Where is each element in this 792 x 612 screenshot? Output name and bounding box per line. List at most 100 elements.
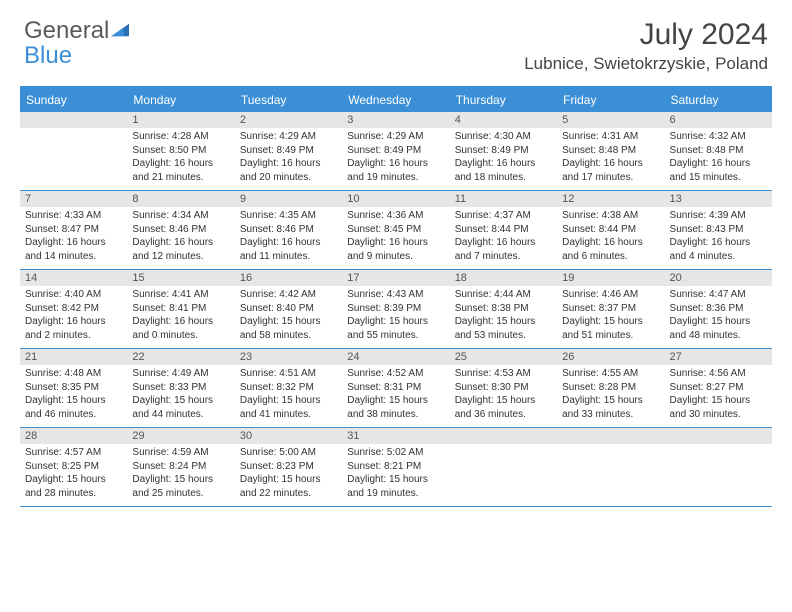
- day-cell: 15Sunrise: 4:41 AMSunset: 8:41 PMDayligh…: [127, 270, 234, 348]
- daylight-text: Daylight: 15 hours and 48 minutes.: [670, 315, 767, 342]
- daylight-text: Daylight: 16 hours and 2 minutes.: [25, 315, 122, 342]
- day-content: Sunrise: 5:02 AMSunset: 8:21 PMDaylight:…: [342, 444, 449, 504]
- sunset-text: Sunset: 8:49 PM: [240, 144, 337, 158]
- sunrise-text: Sunrise: 4:33 AM: [25, 209, 122, 223]
- dow-thursday: Thursday: [450, 88, 557, 112]
- sunset-text: Sunset: 8:30 PM: [455, 381, 552, 395]
- sunrise-text: Sunrise: 4:36 AM: [347, 209, 444, 223]
- daylight-text: Daylight: 15 hours and 28 minutes.: [25, 473, 122, 500]
- sunset-text: Sunset: 8:46 PM: [132, 223, 229, 237]
- day-content: Sunrise: 4:43 AMSunset: 8:39 PMDaylight:…: [342, 286, 449, 346]
- day-content: Sunrise: 4:33 AMSunset: 8:47 PMDaylight:…: [20, 207, 127, 267]
- day-number: 17: [342, 270, 449, 286]
- daylight-text: Daylight: 16 hours and 20 minutes.: [240, 157, 337, 184]
- day-cell: 27Sunrise: 4:56 AMSunset: 8:27 PMDayligh…: [665, 349, 772, 427]
- sunset-text: Sunset: 8:45 PM: [347, 223, 444, 237]
- sunset-text: Sunset: 8:43 PM: [670, 223, 767, 237]
- sunrise-text: Sunrise: 4:29 AM: [347, 130, 444, 144]
- day-cell: 29Sunrise: 4:59 AMSunset: 8:24 PMDayligh…: [127, 428, 234, 506]
- day-cell: 10Sunrise: 4:36 AMSunset: 8:45 PMDayligh…: [342, 191, 449, 269]
- day-number: 28: [20, 428, 127, 444]
- daylight-text: Daylight: 15 hours and 41 minutes.: [240, 394, 337, 421]
- sunrise-text: Sunrise: 4:35 AM: [240, 209, 337, 223]
- day-number: 30: [235, 428, 342, 444]
- day-cell: 5Sunrise: 4:31 AMSunset: 8:48 PMDaylight…: [557, 112, 664, 190]
- day-content: Sunrise: 4:37 AMSunset: 8:44 PMDaylight:…: [450, 207, 557, 267]
- daylight-text: Daylight: 16 hours and 6 minutes.: [562, 236, 659, 263]
- day-number: 23: [235, 349, 342, 365]
- day-number: 8: [127, 191, 234, 207]
- day-cell: 2Sunrise: 4:29 AMSunset: 8:49 PMDaylight…: [235, 112, 342, 190]
- day-number: [20, 112, 127, 128]
- day-content: Sunrise: 4:51 AMSunset: 8:32 PMDaylight:…: [235, 365, 342, 425]
- sunrise-text: Sunrise: 4:30 AM: [455, 130, 552, 144]
- day-content: Sunrise: 4:39 AMSunset: 8:43 PMDaylight:…: [665, 207, 772, 267]
- sunrise-text: Sunrise: 5:00 AM: [240, 446, 337, 460]
- week-row: 28Sunrise: 4:57 AMSunset: 8:25 PMDayligh…: [20, 428, 772, 507]
- day-content: Sunrise: 4:35 AMSunset: 8:46 PMDaylight:…: [235, 207, 342, 267]
- day-number: 22: [127, 349, 234, 365]
- day-number: 31: [342, 428, 449, 444]
- sunrise-text: Sunrise: 4:48 AM: [25, 367, 122, 381]
- day-number: 26: [557, 349, 664, 365]
- day-number: 19: [557, 270, 664, 286]
- daylight-text: Daylight: 16 hours and 14 minutes.: [25, 236, 122, 263]
- sunrise-text: Sunrise: 4:55 AM: [562, 367, 659, 381]
- day-number: 4: [450, 112, 557, 128]
- day-cell: 19Sunrise: 4:46 AMSunset: 8:37 PMDayligh…: [557, 270, 664, 348]
- sunrise-text: Sunrise: 4:49 AM: [132, 367, 229, 381]
- sunrise-text: Sunrise: 5:02 AM: [347, 446, 444, 460]
- sunrise-text: Sunrise: 4:56 AM: [670, 367, 767, 381]
- sunrise-text: Sunrise: 4:44 AM: [455, 288, 552, 302]
- week-row: 21Sunrise: 4:48 AMSunset: 8:35 PMDayligh…: [20, 349, 772, 428]
- day-content: Sunrise: 4:52 AMSunset: 8:31 PMDaylight:…: [342, 365, 449, 425]
- daylight-text: Daylight: 15 hours and 38 minutes.: [347, 394, 444, 421]
- sunset-text: Sunset: 8:49 PM: [347, 144, 444, 158]
- sunset-text: Sunset: 8:27 PM: [670, 381, 767, 395]
- day-cell: 8Sunrise: 4:34 AMSunset: 8:46 PMDaylight…: [127, 191, 234, 269]
- location-text: Lubnice, Swietokrzyskie, Poland: [524, 54, 768, 74]
- day-cell: 7Sunrise: 4:33 AMSunset: 8:47 PMDaylight…: [20, 191, 127, 269]
- sunset-text: Sunset: 8:38 PM: [455, 302, 552, 316]
- week-row: 14Sunrise: 4:40 AMSunset: 8:42 PMDayligh…: [20, 270, 772, 349]
- day-cell: 9Sunrise: 4:35 AMSunset: 8:46 PMDaylight…: [235, 191, 342, 269]
- daylight-text: Daylight: 15 hours and 30 minutes.: [670, 394, 767, 421]
- day-number: 16: [235, 270, 342, 286]
- day-number: 25: [450, 349, 557, 365]
- day-cell: 13Sunrise: 4:39 AMSunset: 8:43 PMDayligh…: [665, 191, 772, 269]
- sunrise-text: Sunrise: 4:57 AM: [25, 446, 122, 460]
- day-number: 6: [665, 112, 772, 128]
- dow-friday: Friday: [557, 88, 664, 112]
- daylight-text: Daylight: 15 hours and 46 minutes.: [25, 394, 122, 421]
- sunset-text: Sunset: 8:42 PM: [25, 302, 122, 316]
- day-number: 29: [127, 428, 234, 444]
- daylight-text: Daylight: 16 hours and 0 minutes.: [132, 315, 229, 342]
- dow-monday: Monday: [127, 88, 234, 112]
- day-content: Sunrise: 4:31 AMSunset: 8:48 PMDaylight:…: [557, 128, 664, 188]
- day-cell: 22Sunrise: 4:49 AMSunset: 8:33 PMDayligh…: [127, 349, 234, 427]
- daylight-text: Daylight: 16 hours and 19 minutes.: [347, 157, 444, 184]
- logo: GeneralBlue: [24, 18, 131, 68]
- sunset-text: Sunset: 8:32 PM: [240, 381, 337, 395]
- week-row: 1Sunrise: 4:28 AMSunset: 8:50 PMDaylight…: [20, 112, 772, 191]
- days-of-week-row: Sunday Monday Tuesday Wednesday Thursday…: [20, 88, 772, 112]
- day-number: 18: [450, 270, 557, 286]
- daylight-text: Daylight: 15 hours and 53 minutes.: [455, 315, 552, 342]
- day-cell: 21Sunrise: 4:48 AMSunset: 8:35 PMDayligh…: [20, 349, 127, 427]
- day-content: Sunrise: 5:00 AMSunset: 8:23 PMDaylight:…: [235, 444, 342, 504]
- sunrise-text: Sunrise: 4:53 AM: [455, 367, 552, 381]
- sunset-text: Sunset: 8:33 PM: [132, 381, 229, 395]
- day-number: 15: [127, 270, 234, 286]
- day-content: Sunrise: 4:40 AMSunset: 8:42 PMDaylight:…: [20, 286, 127, 346]
- day-content: Sunrise: 4:49 AMSunset: 8:33 PMDaylight:…: [127, 365, 234, 425]
- day-cell: 6Sunrise: 4:32 AMSunset: 8:48 PMDaylight…: [665, 112, 772, 190]
- day-cell: 20Sunrise: 4:47 AMSunset: 8:36 PMDayligh…: [665, 270, 772, 348]
- day-cell: 17Sunrise: 4:43 AMSunset: 8:39 PMDayligh…: [342, 270, 449, 348]
- sunrise-text: Sunrise: 4:34 AM: [132, 209, 229, 223]
- day-cell: 23Sunrise: 4:51 AMSunset: 8:32 PMDayligh…: [235, 349, 342, 427]
- day-content: Sunrise: 4:46 AMSunset: 8:37 PMDaylight:…: [557, 286, 664, 346]
- day-content: Sunrise: 4:28 AMSunset: 8:50 PMDaylight:…: [127, 128, 234, 188]
- day-content: Sunrise: 4:48 AMSunset: 8:35 PMDaylight:…: [20, 365, 127, 425]
- daylight-text: Daylight: 15 hours and 22 minutes.: [240, 473, 337, 500]
- day-number: [450, 428, 557, 444]
